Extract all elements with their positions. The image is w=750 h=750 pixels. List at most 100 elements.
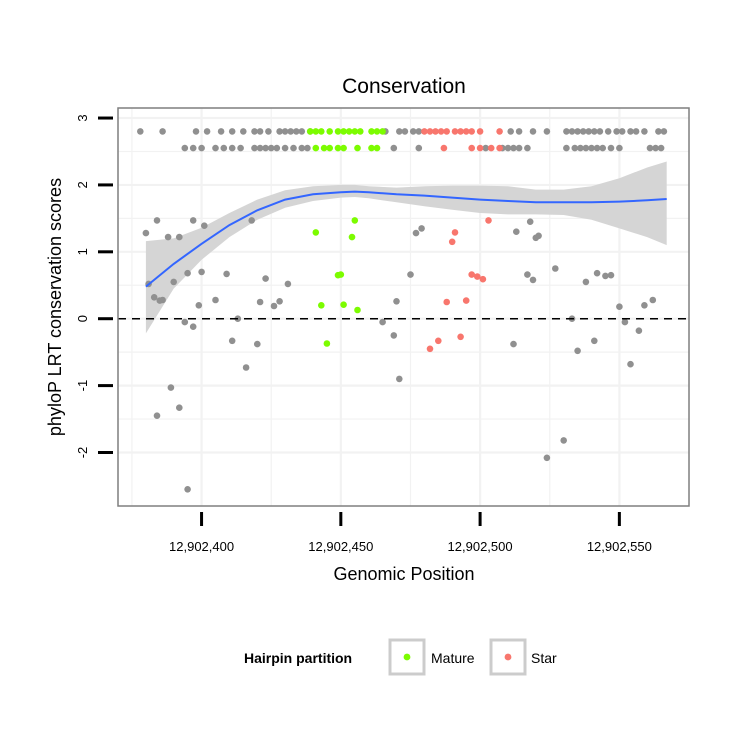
data-point-other — [418, 225, 425, 232]
data-point-star — [443, 128, 451, 135]
x-axis-title: Genomic Position — [333, 564, 474, 584]
data-point-other — [181, 144, 189, 152]
data-point-other — [379, 318, 386, 326]
x-tick-label: 12,902,450 — [308, 539, 373, 554]
data-point-other — [529, 276, 537, 284]
data-point-other — [242, 364, 250, 371]
data-point-other — [265, 128, 272, 135]
data-point-other — [579, 128, 587, 135]
x-tick-label: 12,902,500 — [448, 539, 513, 554]
data-point-other — [228, 144, 236, 152]
data-point-other — [203, 128, 211, 135]
data-point-other — [181, 318, 189, 326]
data-point-other — [563, 144, 570, 152]
data-point-star — [468, 144, 476, 152]
data-point-other — [150, 294, 158, 301]
data-point-other — [273, 144, 281, 152]
data-point-other — [588, 144, 595, 152]
data-point-other — [189, 144, 197, 152]
data-point-other — [616, 144, 623, 152]
data-point-other — [153, 412, 161, 420]
data-point-mature — [345, 128, 353, 135]
data-point-other — [256, 128, 264, 135]
data-point-other — [276, 128, 283, 135]
data-point-mature — [351, 128, 359, 135]
data-point-mature — [354, 306, 361, 314]
data-point-other — [510, 144, 517, 152]
data-point-other — [571, 144, 579, 152]
data-point-other — [529, 128, 537, 135]
data-point-star — [443, 298, 451, 306]
data-point-other — [596, 128, 604, 135]
data-point-star — [487, 144, 495, 152]
y-axis-title: phyloP LRT conservation scores — [45, 178, 65, 436]
data-point-other — [482, 144, 490, 152]
data-point-other — [251, 144, 258, 152]
data-point-other — [401, 128, 409, 135]
data-point-other — [591, 128, 598, 135]
x-tick-label: 12,902,400 — [169, 539, 234, 554]
data-point-other — [593, 144, 601, 152]
data-point-other — [535, 232, 542, 240]
data-point-other — [228, 337, 236, 345]
data-point-star — [468, 128, 476, 135]
data-point-star — [462, 297, 470, 304]
data-point-mature — [348, 233, 356, 241]
y-axis: -2 -1 0 1 2 3 — [75, 114, 113, 458]
data-point-other — [591, 337, 598, 345]
data-point-other — [240, 128, 247, 135]
data-point-star — [437, 128, 445, 135]
data-point-mature — [368, 144, 375, 152]
data-point-mature — [320, 144, 328, 152]
legend-item-mature: Mature — [388, 638, 475, 676]
data-point-star — [426, 345, 434, 353]
data-points — [137, 128, 668, 493]
data-point-other — [618, 128, 626, 135]
data-point-star — [474, 273, 481, 280]
data-point-other — [293, 128, 300, 135]
data-point-other — [574, 128, 581, 135]
data-point-mature — [373, 128, 381, 135]
data-point-other — [276, 298, 283, 305]
data-point-other — [409, 128, 417, 135]
data-point-other — [256, 298, 264, 306]
data-point-mature — [340, 144, 347, 152]
data-point-mature — [312, 229, 320, 236]
data-point-other — [513, 228, 520, 235]
data-point-star — [476, 144, 484, 152]
data-point-other — [390, 144, 398, 152]
data-point-other — [396, 375, 403, 383]
data-point-other — [593, 269, 601, 277]
data-point-other — [599, 144, 606, 152]
data-point-mature — [351, 217, 359, 224]
data-point-other — [613, 128, 620, 135]
data-point-mature — [334, 144, 342, 152]
data-point-other — [577, 144, 584, 152]
data-point-mature — [326, 144, 334, 152]
data-point-other — [287, 128, 295, 135]
data-point-other — [407, 271, 414, 278]
legend-title: Hairpin partition — [244, 650, 352, 666]
data-point-other — [176, 404, 183, 412]
data-point-mature — [318, 302, 325, 309]
data-point-star — [440, 144, 448, 152]
data-point-other — [415, 144, 423, 152]
data-point-other — [604, 128, 612, 135]
data-point-other — [184, 486, 191, 493]
data-point-other — [184, 269, 191, 277]
data-point-other — [267, 144, 275, 152]
data-point-other — [198, 268, 205, 276]
data-point-other — [228, 128, 236, 135]
data-point-other — [251, 128, 258, 135]
data-point-star — [468, 271, 476, 278]
data-point-other — [412, 229, 420, 237]
x-tick-label: 12,902,550 — [587, 539, 652, 554]
panel-background — [118, 108, 689, 506]
data-point-mature — [368, 128, 375, 135]
y-tick-label: 1 — [75, 248, 90, 255]
smooth-trend-line — [145, 190, 667, 288]
data-point-other — [641, 128, 648, 135]
data-point-star — [448, 238, 456, 246]
data-point-other — [262, 275, 269, 282]
data-point-star — [476, 128, 484, 135]
